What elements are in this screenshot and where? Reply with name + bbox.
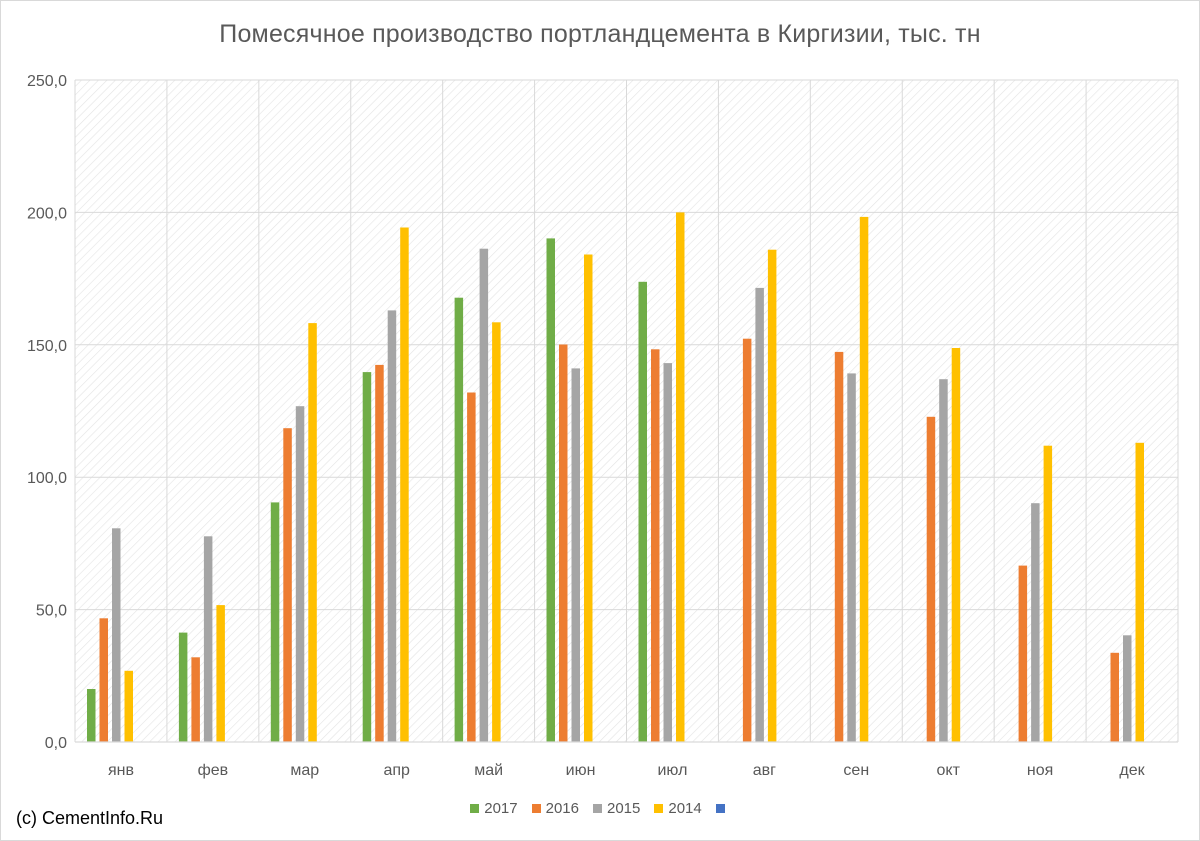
bar-2014-янв — [124, 670, 133, 742]
bar-2016-сен — [834, 351, 844, 742]
bar-2016-июн — [559, 344, 568, 742]
bar-2016-июл — [651, 349, 660, 742]
bar-2015-дек — [1123, 635, 1132, 742]
y-tick-label: 0,0 — [45, 735, 67, 752]
bar-2014-сен — [859, 216, 869, 742]
bar-2014-май — [492, 322, 501, 742]
bar-2017-фев — [178, 632, 188, 742]
x-tick-label: авг — [753, 762, 776, 779]
y-tick-label: 200,0 — [27, 205, 67, 222]
bar-2015-июн — [571, 368, 580, 742]
bar-2017-июл — [638, 281, 647, 742]
x-tick-label: окт — [937, 762, 961, 779]
bar-2015-фев — [203, 536, 213, 742]
bar-2014-июл — [676, 212, 685, 742]
bar-2015-сен — [847, 373, 856, 742]
bar-2017-янв — [87, 689, 96, 742]
bar-2016-янв — [99, 618, 108, 742]
x-tick-label: сен — [843, 762, 869, 779]
bar-2017-мар — [270, 502, 280, 742]
legend-swatch — [715, 804, 725, 813]
x-tick-label: янв — [108, 762, 134, 779]
x-tick-label: фев — [198, 762, 229, 779]
bar-2016-май — [467, 392, 476, 742]
legend: 2017 2016 2015 2014 — [0, 800, 1200, 817]
legend-label: 2016 — [545, 800, 579, 817]
y-tick-label: 150,0 — [27, 338, 67, 355]
legend-swatch — [531, 804, 541, 813]
chart-title: Помесячное производство портландцемента … — [219, 20, 981, 48]
bar-2016-апр — [375, 364, 384, 742]
bar-2015-мар — [295, 406, 305, 742]
bar-2016-окт — [926, 416, 936, 742]
legend-label: 2014 — [668, 800, 702, 817]
bar-2015-ноя — [1031, 503, 1040, 742]
legend-item: 2014 — [654, 800, 702, 817]
legend-swatch — [654, 804, 664, 813]
legend-label: 2015 — [607, 800, 641, 817]
legend-label: 2017 — [484, 800, 518, 817]
x-tick-label: мар — [290, 762, 319, 779]
bar-2014-дек — [1135, 442, 1144, 742]
bar-2015-окт — [939, 379, 948, 742]
bar-2014-окт — [951, 348, 961, 742]
legend-item: 2017 — [470, 800, 518, 817]
bar-2014-ноя — [1043, 445, 1053, 742]
bar-2014-июн — [584, 254, 593, 742]
bar-2017-июн — [546, 238, 555, 742]
legend-item: 2016 — [531, 800, 579, 817]
bar-2015-янв — [112, 528, 121, 742]
x-tick-label: июн — [566, 762, 596, 779]
bar-2014-авг — [767, 249, 777, 742]
bar-2015-апр — [387, 310, 397, 742]
x-tick-label: июл — [657, 762, 687, 779]
bar-2016-ноя — [1018, 565, 1028, 742]
y-tick-label: 100,0 — [27, 470, 67, 487]
bar-2017-май — [454, 297, 464, 742]
x-tick-label: май — [474, 762, 503, 779]
legend-item — [715, 804, 730, 813]
bar-2015-май — [479, 248, 489, 742]
bar-2015-авг — [755, 287, 764, 742]
bar-2016-фев — [191, 657, 200, 742]
x-tick-label: ноя — [1027, 762, 1053, 779]
legend-item: 2015 — [593, 800, 640, 817]
y-tick-label: 250,0 — [27, 73, 67, 90]
bar-2015-июл — [663, 363, 672, 742]
bar-2014-апр — [400, 227, 409, 742]
bar-2016-мар — [283, 428, 292, 742]
bar-2014-фев — [216, 605, 225, 742]
bar-2016-дек — [1110, 652, 1119, 742]
legend-swatch — [470, 804, 480, 813]
y-tick-label: 50,0 — [36, 603, 67, 620]
copyright-text: (c) CementInfo.Ru — [16, 808, 164, 828]
x-tick-label: дек — [1119, 762, 1145, 779]
legend-swatch — [593, 804, 602, 813]
x-tick-label: апр — [383, 762, 410, 779]
bar-2014-мар — [308, 323, 317, 742]
bar-2016-авг — [742, 338, 752, 742]
bar-2017-апр — [362, 372, 372, 742]
